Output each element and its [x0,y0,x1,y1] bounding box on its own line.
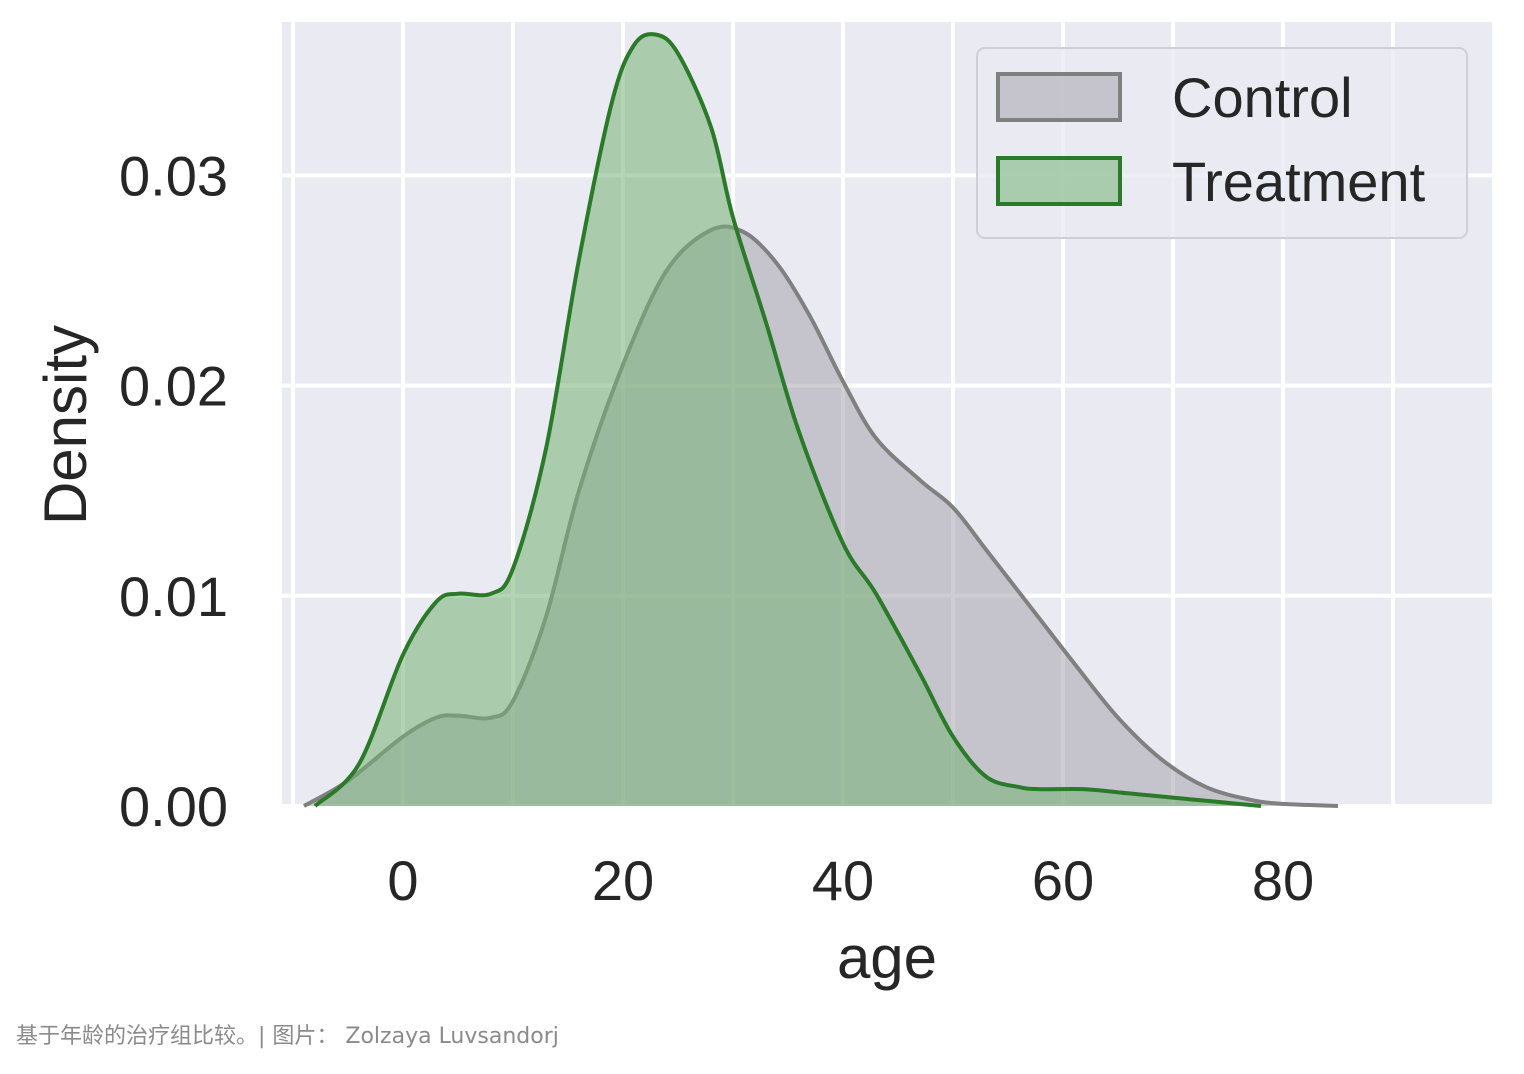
y-axis-label: Density [32,325,99,525]
series-layer [303,32,1339,808]
y-tick-label: 0.00 [119,775,228,838]
x-tick-label: 0 [387,849,418,912]
density-chart: 0 20 40 60 80 0.00 0.01 0.02 0.03 age Density C… [32,22,1492,991]
legend-swatch-treatment [996,156,1122,206]
legend-label-control: Control [1172,66,1353,129]
legend-label-treatment: Treatment [1172,150,1426,213]
x-tick-label: 80 [1252,849,1314,912]
y-tick-labels: 0.00 0.01 0.02 0.03 [119,144,228,838]
density-area-treatment [315,34,1261,806]
density-line-treatment [313,32,1262,808]
x-tick-labels: 0 20 40 60 80 [387,849,1314,912]
legend-swatch-control [996,72,1122,122]
y-tick-label: 0.03 [119,144,228,207]
x-tick-label: 60 [1032,849,1094,912]
x-tick-label: 20 [592,849,654,912]
legend: Control Treatment [976,47,1468,239]
x-axis-label: age [837,924,937,991]
grid-lines [282,22,1492,808]
image-caption: 基于年龄的治疗组比较。| 图片： Zolzaya Luvsandorj [16,1024,559,1049]
y-tick-label: 0.02 [119,355,228,418]
y-tick-label: 0.01 [119,565,228,628]
x-tick-label: 40 [812,849,874,912]
